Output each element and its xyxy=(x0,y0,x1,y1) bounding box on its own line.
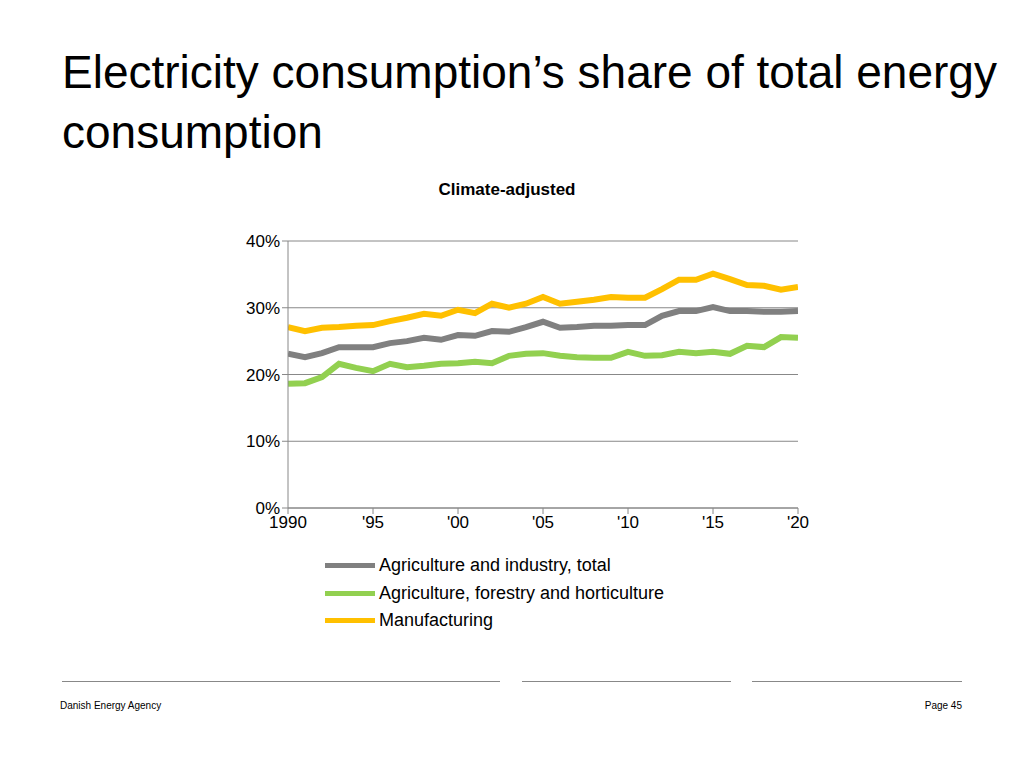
svg-text:10%: 10% xyxy=(246,432,280,451)
svg-text:'15: '15 xyxy=(702,513,724,532)
svg-text:0%: 0% xyxy=(255,499,280,518)
html-text:Climate-adjusted: Climate-adjusted xyxy=(438,180,576,199)
svg-text:'00: '00 xyxy=(447,513,469,532)
svg-text:'95: '95 xyxy=(362,513,384,532)
svg-text:40%: 40% xyxy=(246,232,280,251)
html-text:Page 45: Page 45 xyxy=(924,700,962,711)
svg-text:20%: 20% xyxy=(246,366,280,385)
html-text:Manufacturing: Manufacturing xyxy=(379,610,494,631)
svg-text:'20: '20 xyxy=(787,513,809,532)
svg-text:1990: 1990 xyxy=(269,513,307,533)
html-text:Agriculture and industry, tota: Agriculture and industry, total xyxy=(379,555,611,576)
html-text:Danish Energy Agency: Danish Energy Agency xyxy=(60,700,162,711)
svg-text:30%: 30% xyxy=(246,299,280,318)
svg-text:'05: '05 xyxy=(532,513,554,532)
svg-text:'10: '10 xyxy=(617,513,639,532)
html-text:Electricity consumption’s shar: Electricity consumption’s share of total… xyxy=(62,46,997,158)
html-text:Agriculture, forestry and hort: Agriculture, forestry and horticulture xyxy=(379,582,665,603)
